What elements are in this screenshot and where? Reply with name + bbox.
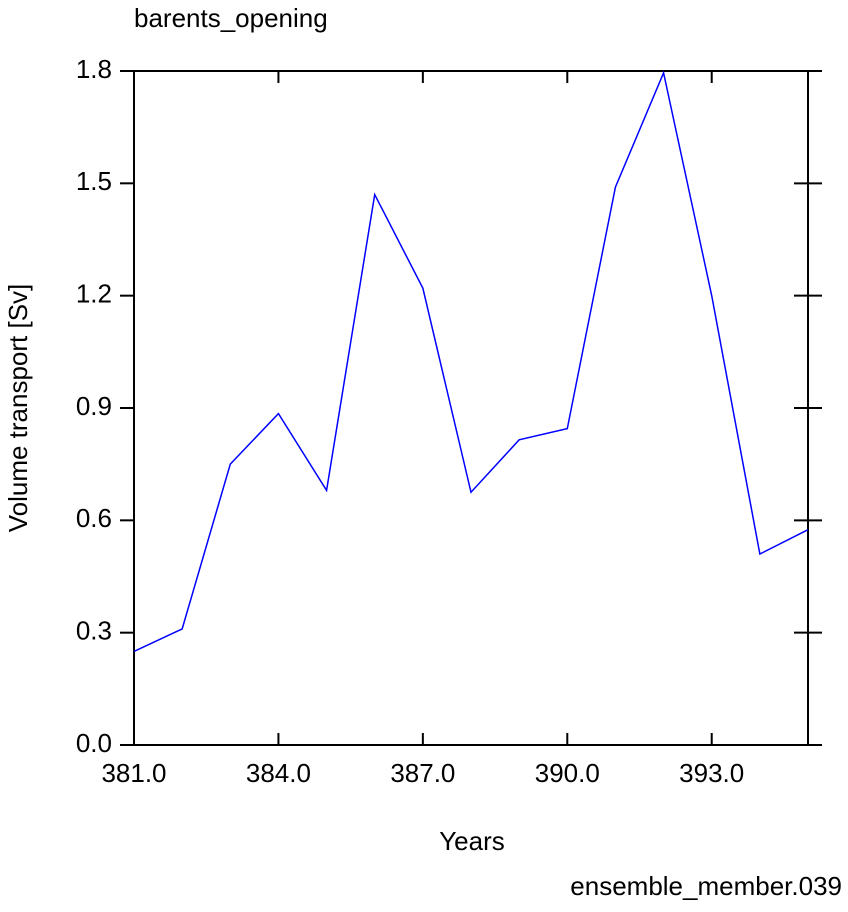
plot-frame xyxy=(133,70,809,746)
x-tick-label: 384.0 xyxy=(246,758,311,788)
x-axis-label: Years xyxy=(439,826,505,856)
x-tick-label: 393.0 xyxy=(679,758,744,788)
x-tick-label: 381.0 xyxy=(101,758,166,788)
data-line xyxy=(133,70,809,653)
y-axis-label: Volume transport [Sv] xyxy=(3,284,33,533)
y-tick-label: 1.2 xyxy=(76,279,112,309)
y-tick-label: 0.3 xyxy=(76,616,112,646)
y-tick-label: 1.8 xyxy=(76,54,112,84)
y-tick-label: 0.6 xyxy=(76,503,112,533)
y-tick-label: 1.5 xyxy=(76,166,112,196)
y-tick-label: 0.9 xyxy=(76,391,112,421)
annotation: ensemble_member.039 xyxy=(570,871,842,901)
y-tick-label: 0.0 xyxy=(76,728,112,758)
chart-title: barents_opening xyxy=(134,3,328,33)
x-tick-label: 387.0 xyxy=(390,758,455,788)
x-tick-label: 390.0 xyxy=(535,758,600,788)
